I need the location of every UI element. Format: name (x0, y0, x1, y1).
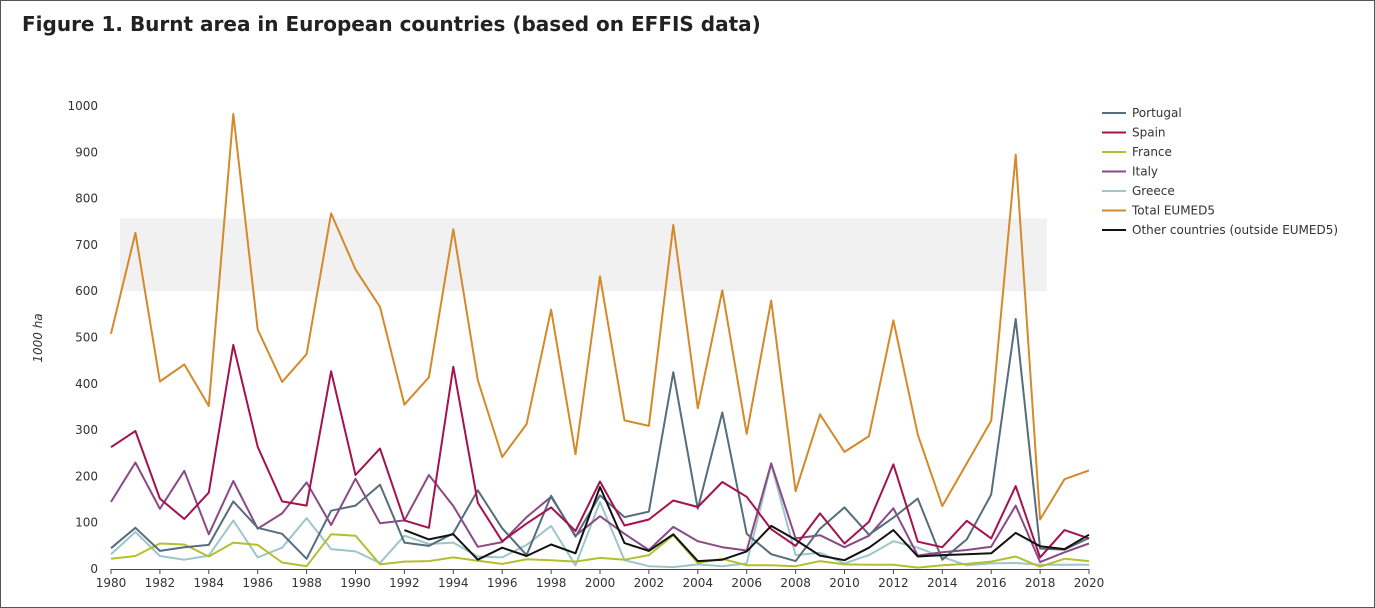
x-tick-label: 2012 (878, 576, 909, 590)
series-layer (110, 112, 1090, 569)
series-line-total-eumed5[interactable] (110, 112, 1090, 521)
series-line-france[interactable] (110, 533, 1090, 569)
x-tick-label: 1992 (389, 576, 420, 590)
x-tick-label: 1986 (242, 576, 273, 590)
x-tick-label: 1984 (194, 576, 225, 590)
x-tick-label: 2000 (585, 576, 616, 590)
legend-label-portugal[interactable]: Portugal (1132, 106, 1182, 120)
y-tick-label: 300 (75, 423, 98, 437)
x-tick-label: 2014 (927, 576, 958, 590)
legend: Portugal Spain France Italy Greece Total EUME… (1102, 106, 1338, 237)
y-tick-label: 400 (75, 377, 98, 391)
legend-label-other-countries-outside-eumed5[interactable]: Other countries (outside EUMED5) (1132, 223, 1338, 237)
x-tick-label: 2010 (829, 576, 860, 590)
x-tick-label: 2018 (1025, 576, 1056, 590)
x-tick-label: 2008 (780, 576, 811, 590)
x-tick-label: 2004 (683, 576, 714, 590)
x-tick-label: 2016 (976, 576, 1007, 590)
x-tick-label: 1988 (291, 576, 322, 590)
y-tick-label: 600 (75, 284, 98, 298)
x-tick-label: 2006 (731, 576, 762, 590)
y-tick-label: 500 (75, 331, 98, 345)
series-line-spain[interactable] (110, 343, 1090, 559)
legend-label-italy[interactable]: Italy (1132, 165, 1158, 179)
legend-label-greece[interactable]: Greece (1132, 184, 1175, 198)
legend-label-total-eumed5[interactable]: Total EUMED5 (1131, 204, 1215, 218)
y-tick-label: 900 (75, 145, 98, 159)
y-tick-label: 700 (75, 238, 98, 252)
highlight-band-layer (120, 218, 1047, 292)
x-tick-label: 1990 (340, 576, 371, 590)
y-tick-label: 800 (75, 192, 98, 206)
series-line-other-countries-outside-eumed5[interactable] (404, 486, 1090, 563)
chart-title: Figure 1. Burnt area in European countri… (22, 12, 761, 36)
x-tick-label: 1996 (487, 576, 518, 590)
y-tick-label: 0 (90, 562, 98, 576)
x-tick-label: 1994 (438, 576, 469, 590)
y-tick-label: 200 (75, 469, 98, 483)
x-tick-label: 2002 (634, 576, 665, 590)
y-tick-label: 100 (75, 516, 98, 530)
x-tick-label: 2020 (1074, 576, 1105, 590)
series-line-greece[interactable] (110, 463, 1089, 569)
series-line-italy[interactable] (110, 461, 1090, 564)
y-tick-label: 1000 (67, 99, 98, 113)
x-tick-label: 1982 (145, 576, 176, 590)
axis-layer: 0 100 200 300 400 500 600 700 800 900 1000 1980 1982… (31, 99, 1104, 590)
legend-label-spain[interactable]: Spain (1132, 126, 1166, 140)
x-tick-label: 1998 (536, 576, 567, 590)
legend-label-france[interactable]: France (1132, 145, 1172, 159)
y-axis-label: 1000 ha (31, 313, 45, 362)
highlight-band (120, 218, 1047, 292)
series-line-portugal[interactable] (110, 318, 1090, 563)
x-tick-label: 1980 (96, 576, 127, 590)
